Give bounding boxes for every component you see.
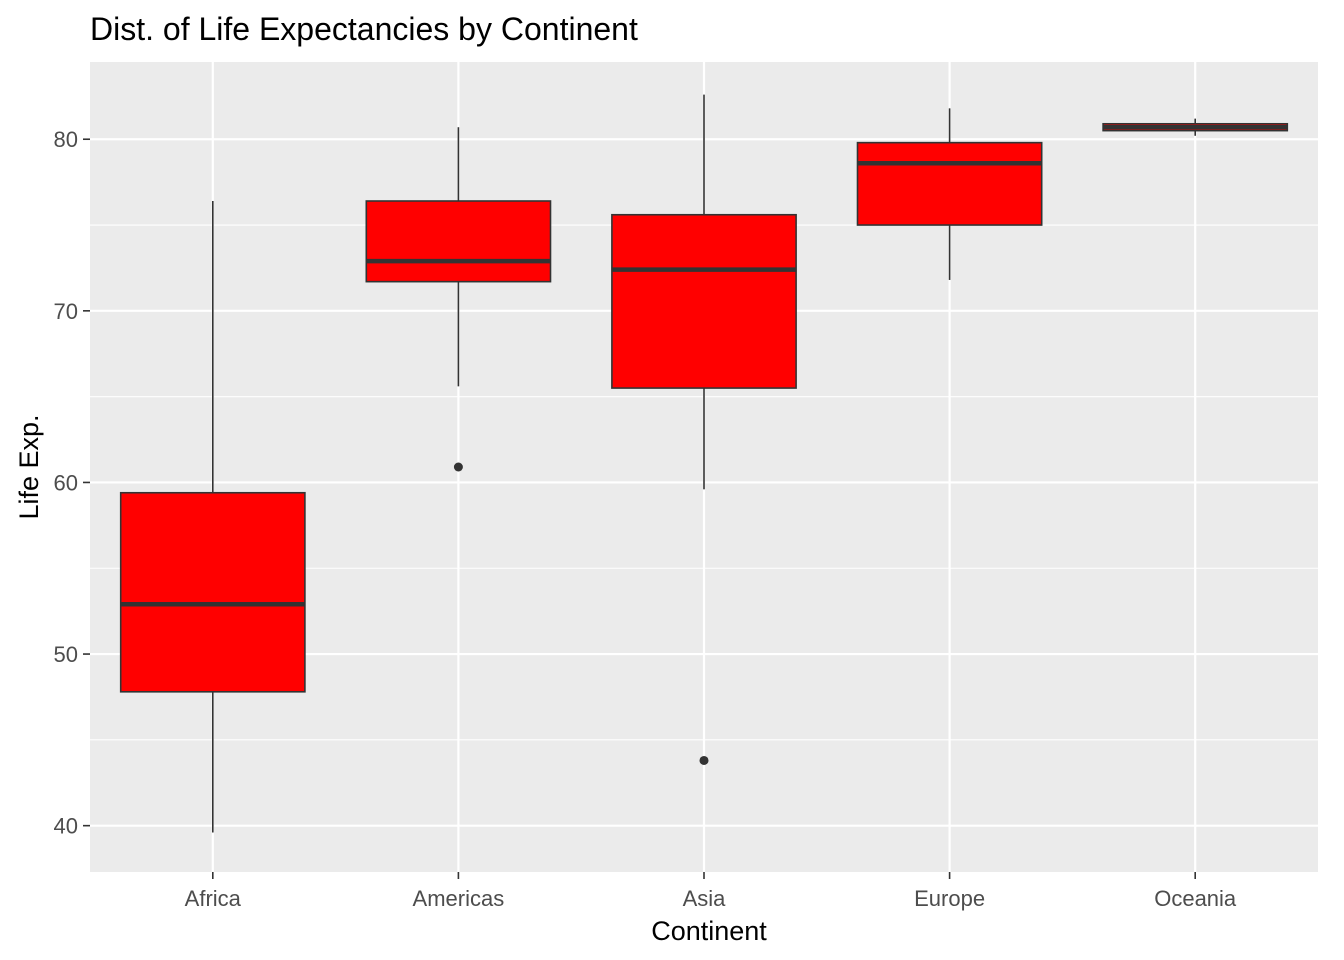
box-africa bbox=[119, 201, 306, 833]
box-asia bbox=[611, 94, 797, 765]
y-tick-label: 40 bbox=[54, 814, 78, 839]
y-tick-label: 70 bbox=[54, 299, 78, 324]
iqr-box bbox=[365, 200, 552, 283]
box-oceania bbox=[1102, 118, 1289, 136]
box-americas bbox=[365, 127, 552, 472]
box-layer bbox=[119, 94, 1289, 833]
chart-title: Dist. of Life Expectancies by Continent bbox=[90, 11, 638, 47]
y-tick-label: 50 bbox=[54, 642, 78, 667]
iqr-box bbox=[611, 213, 797, 389]
y-axis-title: Life Exp. bbox=[14, 414, 44, 519]
y-tick-label: 80 bbox=[54, 127, 78, 152]
x-tick-label: Europe bbox=[914, 886, 985, 911]
axis-layer: 40 50 60 70 80 Africa Americas Asia Europe Oceani… bbox=[54, 127, 1237, 911]
iqr-box bbox=[119, 491, 306, 693]
x-tick-label: Africa bbox=[185, 886, 242, 911]
y-tick-label: 60 bbox=[54, 470, 78, 495]
outlier-point bbox=[453, 462, 463, 472]
iqr-box bbox=[856, 141, 1043, 226]
outlier-point bbox=[699, 755, 709, 765]
box-europe bbox=[856, 108, 1043, 280]
x-tick-label: Oceania bbox=[1154, 886, 1237, 911]
x-tick-label: Americas bbox=[413, 886, 505, 911]
x-axis-title: Continent bbox=[651, 916, 767, 946]
x-tick-label: Asia bbox=[683, 886, 727, 911]
